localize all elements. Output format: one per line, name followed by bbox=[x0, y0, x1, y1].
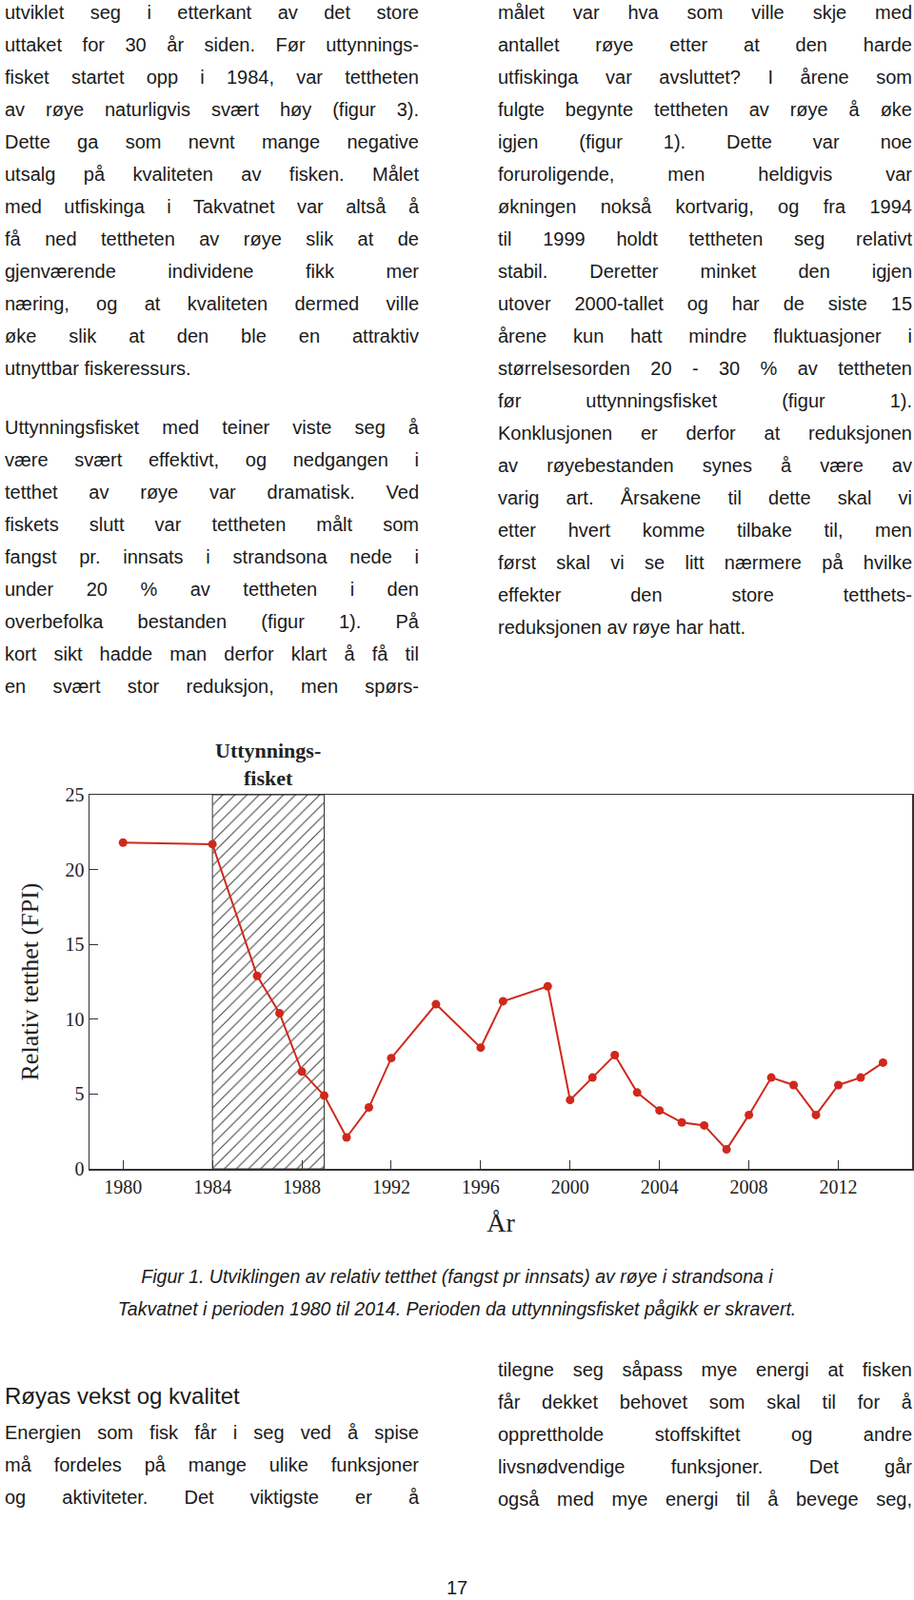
html-text:utnyttbar fiskeressurs.: utnyttbar fiskeressurs. bbox=[4, 357, 191, 379]
html-text:tetthet av røye var dramatisk.: tetthet av røye var dramatisk. Ved bbox=[4, 481, 419, 503]
html-text:utfiskinga var avsluttet? I år: utfiskinga var avsluttet? I årene som bbox=[497, 66, 913, 88]
html-text:fangst pr. innsats i strandson: fangst pr. innsats i strandsona nede i bbox=[4, 546, 419, 568]
html-text:livsnødvendige funksjoner. Det: livsnødvendige funksjoner. Det går bbox=[497, 1456, 913, 1478]
html-text:effekter den store tetthets-: effekter den store tetthets- bbox=[497, 584, 913, 606]
svg-text:5: 5 bbox=[75, 1083, 85, 1105]
svg-text:År: År bbox=[486, 1208, 516, 1238]
html-text:gjenværende individene fikk me: gjenværende individene fikk mer bbox=[4, 260, 419, 282]
svg-text:2004: 2004 bbox=[640, 1176, 679, 1198]
html-text:igjen (figur 1). Dette var noe: igjen (figur 1). Dette var noe bbox=[497, 131, 913, 153]
html-text:være svært effektivt, og nedga: være svært effektivt, og nedgangen i bbox=[4, 449, 419, 471]
html-text:før uttynningsfisket (figur 1): før uttynningsfisket (figur 1). bbox=[497, 390, 913, 412]
html-text:næring, og at kvaliteten derme: næring, og at kvaliteten dermed ville bbox=[4, 293, 419, 315]
html-text:også med mye energi til å beve: også med mye energi til å bevege seg, bbox=[497, 1489, 913, 1511]
svg-text:1980: 1980 bbox=[103, 1176, 142, 1198]
html-text:fulgte begynte tettheten av rø: fulgte begynte tettheten av røye å øke bbox=[497, 99, 913, 120]
html-text:størrelsesorden 20 - 30 % av t: størrelsesorden 20 - 30 % av tettheten bbox=[497, 357, 913, 379]
html-text:fiskets slutt var tettheten må: fiskets slutt var tettheten målt som bbox=[4, 514, 419, 536]
html-text:Uttynningsfisket med teiner vi: Uttynningsfisket med teiner viste seg å bbox=[4, 417, 419, 438]
html-text:opprettholde stoffskiftet og a: opprettholde stoffskiftet og andre bbox=[497, 1424, 913, 1446]
html-text:antallet røye etter at den har: antallet røye etter at den harde bbox=[497, 34, 913, 56]
html-text:fisket startet opp i 1984, var: fisket startet opp i 1984, var tettheten bbox=[4, 66, 419, 88]
svg-text:Relativ tetthet (FPI): Relativ tetthet (FPI) bbox=[16, 883, 44, 1082]
html-text:først skal vi se litt nærmere: først skal vi se litt nærmere på hvilke bbox=[497, 552, 913, 574]
html-text:etter hvert komme tilbake til,: etter hvert komme tilbake til, men bbox=[497, 519, 913, 541]
html-text:Figur 1. Utviklingen av relati: Figur 1. Utviklingen av relativ tetthet … bbox=[141, 1266, 773, 1288]
html-text:årene kun hatt mindre fluktuas: årene kun hatt mindre fluktuasjoner i bbox=[497, 325, 913, 347]
html-text:varig art. Årsakene til dette: varig art. Årsakene til dette skal vi bbox=[497, 487, 913, 509]
html-text:under 20 % av tettheten i den: under 20 % av tettheten i den bbox=[4, 578, 419, 600]
svg-text:25: 25 bbox=[65, 784, 85, 806]
svg-text:2008: 2008 bbox=[730, 1176, 769, 1198]
html-text:en svært stor reduksjon, men s: en svært stor reduksjon, men spørs- bbox=[4, 675, 419, 697]
html-text:og aktiviteter. Det viktigste: og aktiviteter. Det viktigste er å bbox=[4, 1487, 419, 1509]
svg-text:1984: 1984 bbox=[193, 1176, 232, 1198]
html-text:Energien som fisk får i seg ve: Energien som fisk får i seg ved å spise bbox=[4, 1422, 419, 1444]
svg-text:20: 20 bbox=[65, 859, 85, 881]
html-text:får dekket behovet som skal ti: får dekket behovet som skal til for å bbox=[497, 1391, 913, 1413]
html-text:Konklusjonen er derfor at redu: Konklusjonen er derfor at reduksjonen bbox=[497, 422, 913, 444]
html-text:17: 17 bbox=[446, 1577, 468, 1599]
svg-text:1992: 1992 bbox=[372, 1176, 411, 1198]
html-text:utsalg på kvaliteten av fisken: utsalg på kvaliteten av fisken. Målet bbox=[4, 163, 419, 185]
html-text:foruroligende, men heldigvis v: foruroligende, men heldigvis var bbox=[497, 163, 913, 185]
html-text:må fordeles på mange ulike fun: må fordeles på mange ulike funksjoner bbox=[4, 1454, 419, 1476]
svg-text:0: 0 bbox=[75, 1158, 85, 1180]
html-text:Dette ga som nevnt mange negat: Dette ga som nevnt mange negative bbox=[4, 131, 419, 153]
svg-text:1996: 1996 bbox=[461, 1176, 500, 1198]
html-text:Røyas vekst og kvalitet: Røyas vekst og kvalitet bbox=[4, 1383, 240, 1410]
svg-text:2012: 2012 bbox=[819, 1176, 858, 1198]
html-text:få ned tettheten av røye slik: få ned tettheten av røye slik at de bbox=[4, 228, 419, 250]
svg-text:1988: 1988 bbox=[282, 1176, 321, 1198]
html-text:utviklet seg i etterkant av de: utviklet seg i etterkant av det store bbox=[4, 1, 419, 23]
html-text:reduksjonen av røye har hatt.: reduksjonen av røye har hatt. bbox=[497, 616, 746, 638]
html-text:tilegne seg såpass mye energi: tilegne seg såpass mye energi at fisken bbox=[497, 1359, 913, 1381]
html-text:stabil. Deretter minket den ig: stabil. Deretter minket den igjen bbox=[497, 260, 913, 282]
html-text:kort sikt hadde man derfor kla: kort sikt hadde man derfor klart å få ti… bbox=[4, 643, 419, 665]
html-text:økningen nokså kortvarig, og f: økningen nokså kortvarig, og fra 1994 bbox=[497, 196, 913, 218]
svg-text:15: 15 bbox=[65, 933, 85, 955]
svg-text:10: 10 bbox=[65, 1009, 85, 1031]
html-text:Takvatnet i perioden 1980 til: Takvatnet i perioden 1980 til 2014. Peri… bbox=[117, 1298, 797, 1320]
html-text:overbefolka bestanden (figur 1: overbefolka bestanden (figur 1). På bbox=[4, 611, 419, 633]
html-text:målet var hva som ville skje m: målet var hva som ville skje med bbox=[497, 1, 913, 23]
html-text:med utfiskinga i Takvatnet var: med utfiskinga i Takvatnet var altså å bbox=[4, 196, 419, 218]
html-text:til 1999 holdt tettheten seg r: til 1999 holdt tettheten seg relativt bbox=[497, 228, 913, 250]
svg-text:2000: 2000 bbox=[551, 1176, 590, 1198]
html-text:øke slik at den ble en attrakt: øke slik at den ble en attraktiv bbox=[4, 325, 419, 347]
html-text:utover 2000-tallet og har de s: utover 2000-tallet og har de siste 15 bbox=[497, 293, 913, 315]
svg-text:Uttynnings-fisket: Uttynnings-fisket bbox=[215, 742, 321, 791]
html-text:av røyebestanden synes å være: av røyebestanden synes å være av bbox=[497, 455, 913, 477]
html-text:uttaket for 30 år siden. Før u: uttaket for 30 år siden. Før uttynnings- bbox=[4, 34, 419, 56]
html-text:av røye naturligvis svært høy: av røye naturligvis svært høy (figur 3). bbox=[4, 99, 419, 120]
